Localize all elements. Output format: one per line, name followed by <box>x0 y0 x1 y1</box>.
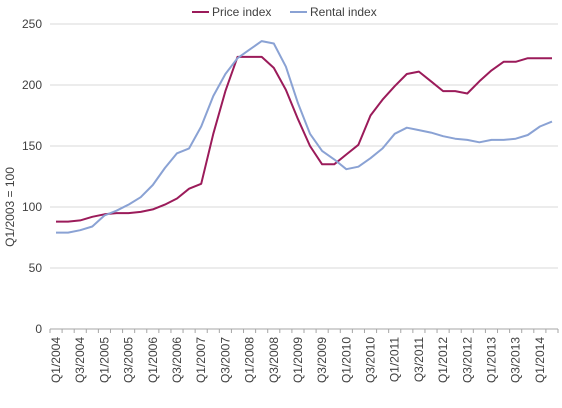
x-tick-label: Q1/2009 <box>291 337 305 383</box>
x-tick-label: Q1/2012 <box>436 337 450 383</box>
x-tick-label: Q1/2006 <box>146 337 160 383</box>
gridlines <box>50 23 558 269</box>
x-tick-label: Q3/2005 <box>122 337 136 383</box>
y-tick-label: 250 <box>22 17 42 31</box>
x-tick-label: Q3/2012 <box>460 337 474 383</box>
x-tick-label: Q1/2004 <box>49 337 63 383</box>
y-axis-ticks: 0 50 100 150 200 250 <box>22 17 42 336</box>
legend-label: Rental index <box>310 5 377 19</box>
legend-label: Price index <box>212 5 271 19</box>
x-axis-ticks: Q1/2004 Q3/2004 Q1/2005 Q3/2005 Q1/2006 Q3/20… <box>49 329 559 383</box>
x-tick-label: Q3/2006 <box>170 337 184 383</box>
x-tick-label: Q1/2007 <box>194 337 208 383</box>
x-tick-label: Q3/2008 <box>267 337 281 383</box>
x-tick-label: Q1/2008 <box>243 337 257 383</box>
x-tick-label: Q1/2011 <box>388 337 402 382</box>
y-tick-label: 0 <box>35 322 42 336</box>
y-axis-title: Q1/2003 = 100 <box>3 167 17 247</box>
series-lines <box>56 40 553 234</box>
x-tick-label: Q3/2013 <box>509 337 523 383</box>
x-tick-label: Q3/2007 <box>218 337 232 383</box>
x-tick-label: Q3/2009 <box>315 337 329 383</box>
x-tick-label: Q1/2005 <box>97 337 111 383</box>
x-tick-label: Q3/2010 <box>364 337 378 383</box>
y-tick-label: 200 <box>22 78 42 92</box>
y-tick-label: 100 <box>22 200 42 214</box>
x-tick-label: Q1/2013 <box>484 337 498 383</box>
x-tick-label: Q3/2004 <box>73 337 87 383</box>
y-tick-label: 150 <box>22 139 42 153</box>
legend: Price index Rental index <box>192 5 377 19</box>
x-tick-label: Q1/2014 <box>533 337 547 383</box>
series-line-price-index <box>56 55 552 223</box>
y-tick-label: 50 <box>29 261 43 275</box>
x-tick-label: Q3/2011 <box>412 337 426 382</box>
x-tick-label: Q1/2010 <box>339 337 353 383</box>
series-line-rental-index <box>56 40 553 234</box>
